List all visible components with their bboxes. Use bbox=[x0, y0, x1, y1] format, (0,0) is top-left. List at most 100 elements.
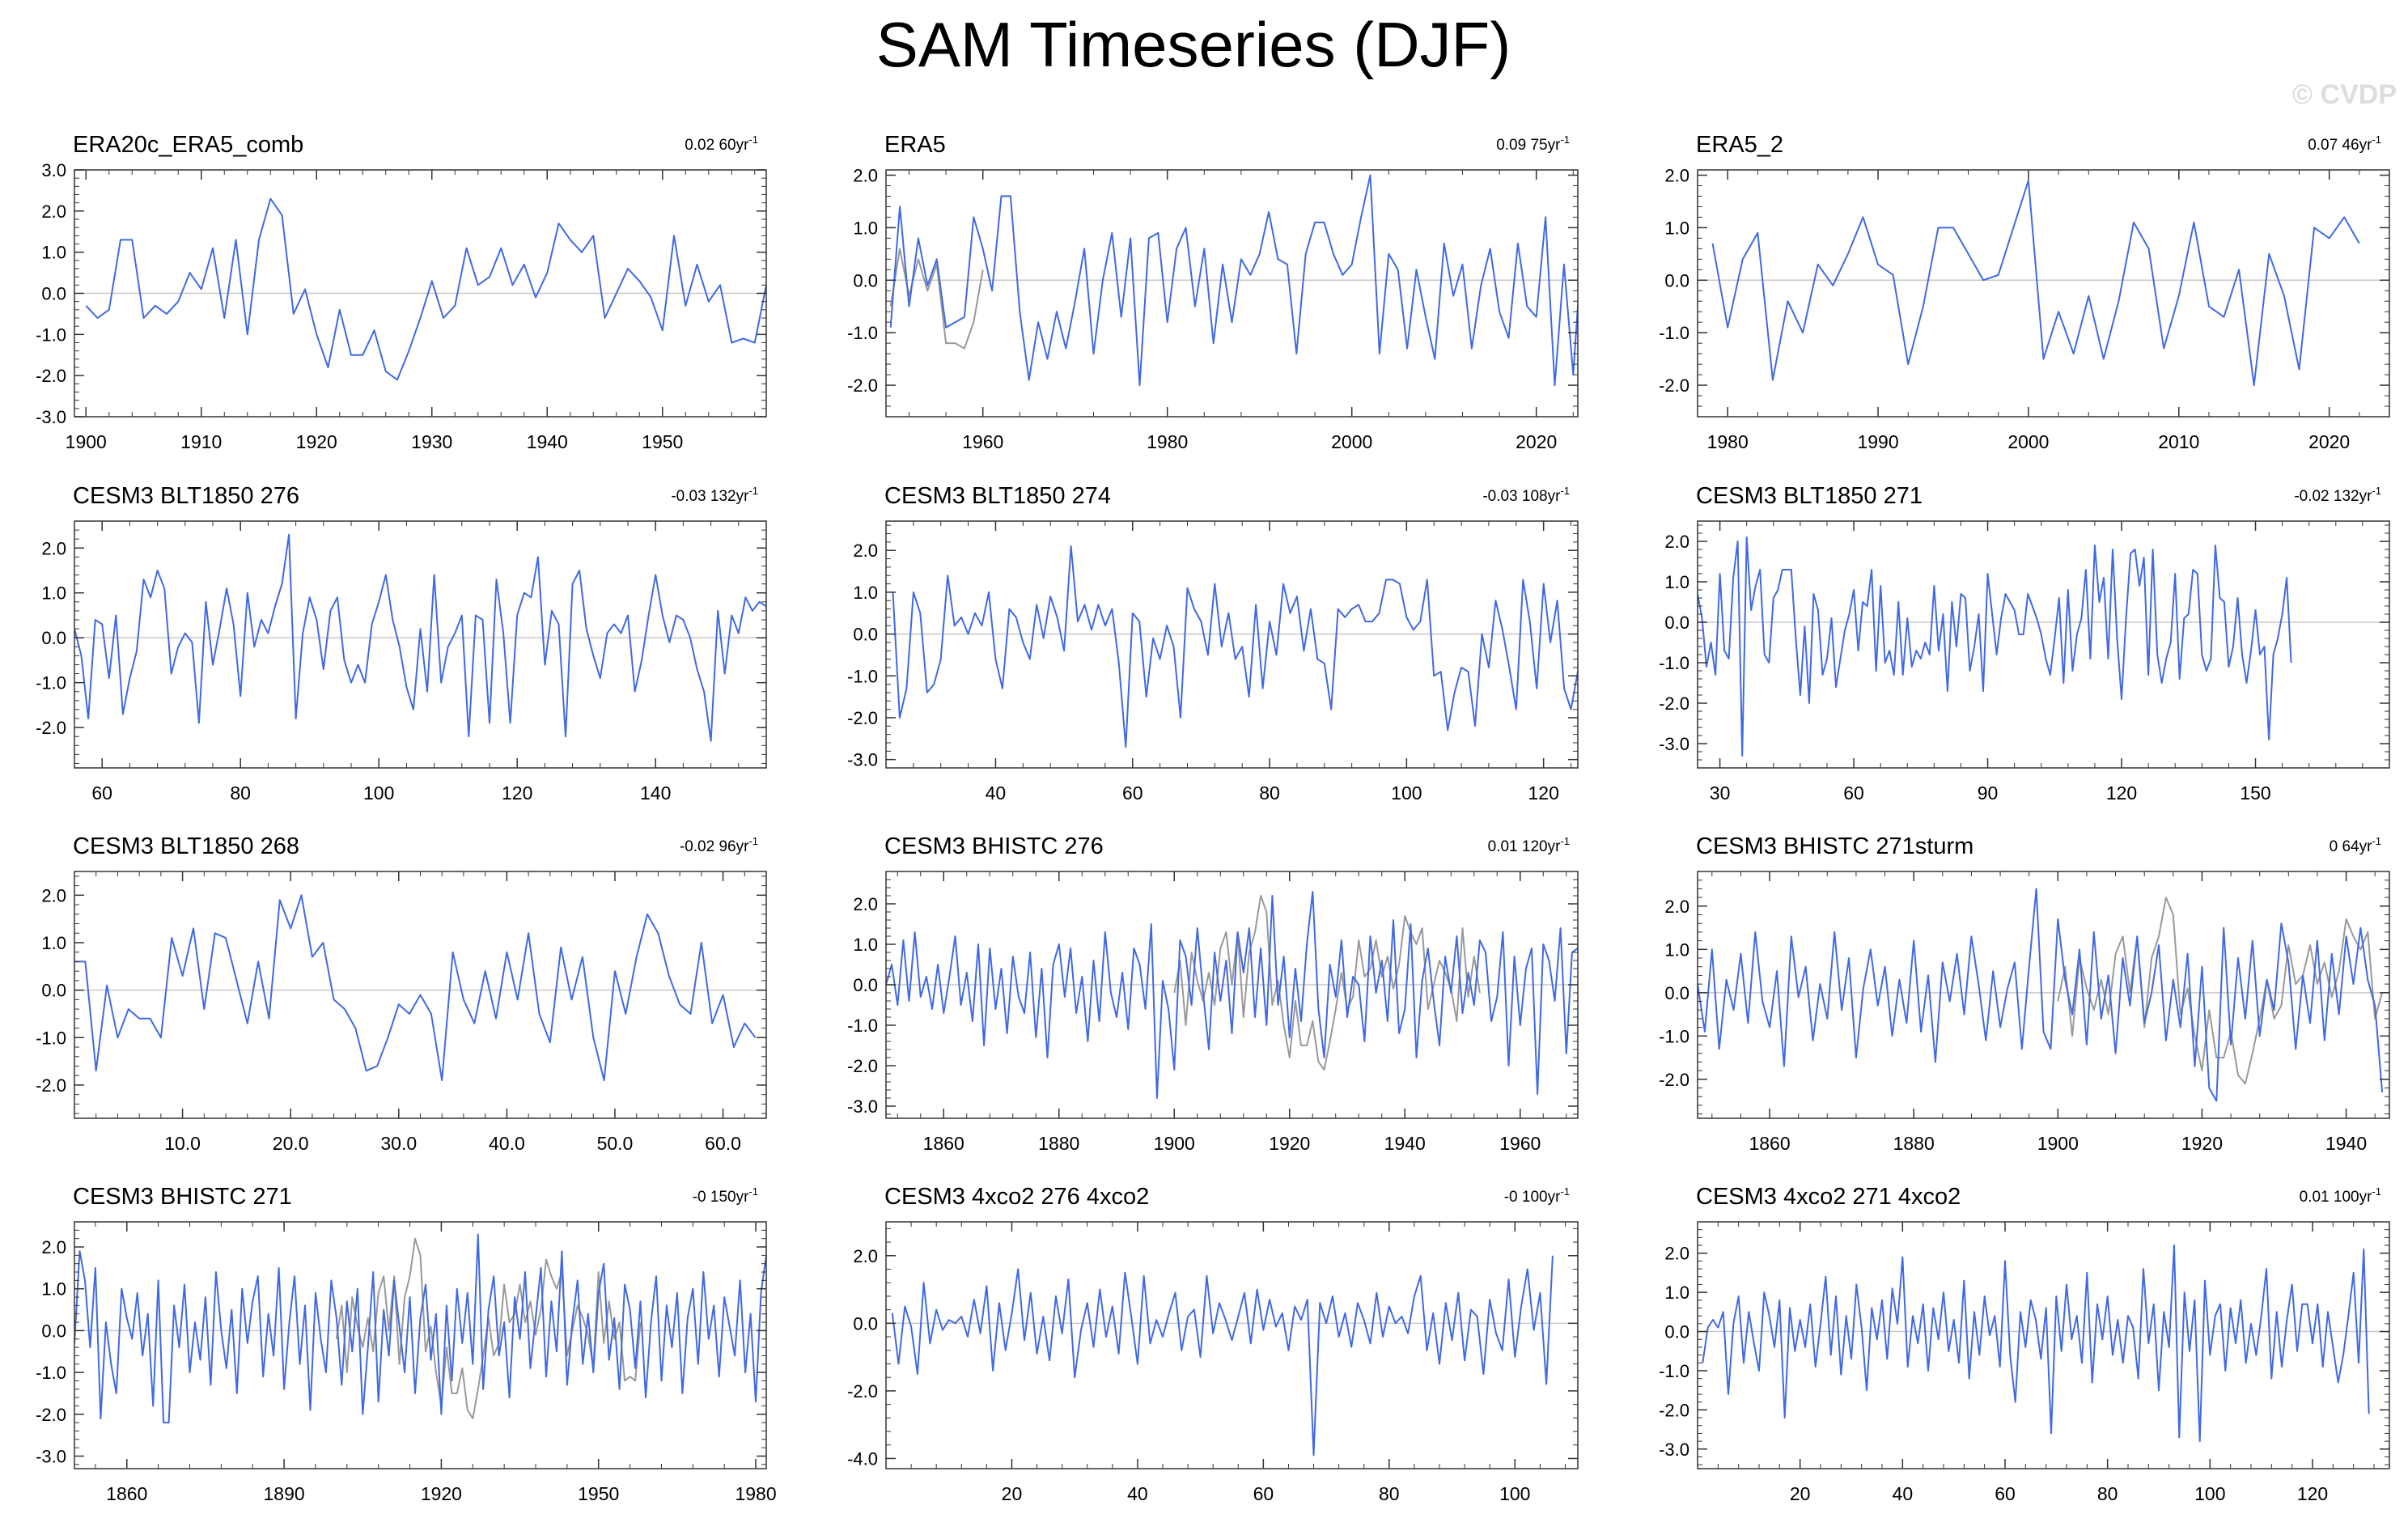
series-line-main bbox=[892, 545, 1578, 748]
x-tick-label: 60 bbox=[1995, 1483, 2016, 1504]
y-tick-label: -1.0 bbox=[36, 673, 66, 693]
x-tick-label: 20.0 bbox=[273, 1133, 309, 1154]
panel-title: CESM3 BLT1850 276 bbox=[73, 483, 299, 509]
trend-exponent: -1 bbox=[1560, 485, 1570, 497]
x-tick-label: 50.0 bbox=[597, 1133, 634, 1154]
x-tick-label: 80 bbox=[1259, 782, 1280, 804]
y-tick-label: 1.0 bbox=[853, 218, 878, 238]
chart-panel-11: CESM3 4xco2 276 4xco2 -0 100yr-1 20 40 60 80 1… bbox=[847, 1184, 1579, 1504]
y-tick-label: 0.0 bbox=[853, 270, 878, 290]
x-tick-label: 100 bbox=[363, 782, 394, 804]
y-tick-label: 2.0 bbox=[41, 885, 66, 905]
y-tick-label: 0.0 bbox=[1664, 1322, 1689, 1342]
x-tick-label: 10.0 bbox=[164, 1133, 201, 1154]
y-tick-label: -2.0 bbox=[1659, 693, 1689, 714]
trend-label: -0.02 96yr-1 bbox=[680, 835, 758, 855]
y-tick-label: 2.0 bbox=[41, 538, 66, 558]
series-line-main bbox=[74, 533, 766, 742]
trend-exponent: -1 bbox=[1560, 134, 1570, 146]
trend-exponent: -1 bbox=[1560, 835, 1570, 847]
chart-panel-9: CESM3 BHISTC 271sturm 0 64yr-1 1860 1880 190… bbox=[1659, 833, 2390, 1154]
trend-exponent: -1 bbox=[748, 1185, 758, 1198]
x-tick-label: 1980 bbox=[735, 1483, 776, 1504]
series-line-secondary bbox=[1173, 895, 1481, 1071]
plot-frame bbox=[1697, 871, 2390, 1119]
x-tick-label: 40 bbox=[986, 782, 1007, 804]
series-line-main bbox=[74, 1233, 766, 1424]
trend-exponent: -1 bbox=[748, 485, 758, 497]
x-tick-label: 2000 bbox=[2007, 431, 2049, 452]
y-tick-label: 1.0 bbox=[1664, 1283, 1689, 1303]
x-tick-label: 40 bbox=[1893, 1483, 1914, 1504]
x-tick-label: 20 bbox=[1790, 1483, 1811, 1504]
y-tick-label: -1.0 bbox=[847, 1016, 878, 1036]
x-tick-label: 1900 bbox=[2037, 1133, 2079, 1154]
panel-title: ERA5 bbox=[884, 132, 946, 158]
trend-value: -0.02 bbox=[2294, 488, 2334, 505]
trend-period: 60yr bbox=[719, 137, 749, 154]
series-line-main bbox=[1698, 536, 2292, 757]
x-tick-label: 1930 bbox=[411, 431, 452, 452]
trend-value: -0 bbox=[693, 1189, 710, 1206]
trend-value: 0.02 bbox=[685, 137, 719, 154]
y-tick-label: 1.0 bbox=[41, 933, 66, 953]
y-tick-label: -3.0 bbox=[36, 1446, 66, 1466]
y-tick-label: 3.0 bbox=[41, 160, 66, 180]
cvdp-watermark: © CVDP bbox=[2292, 79, 2397, 110]
series-line-main bbox=[889, 174, 1578, 387]
x-tick-label: 1990 bbox=[1857, 431, 1898, 452]
y-tick-label: 1.0 bbox=[853, 583, 878, 603]
x-tick-label: 1920 bbox=[421, 1483, 462, 1504]
chart-panel-1: ERA20c_ERA5_comb 0.02 60yr-1 1900 1910 1920 1… bbox=[36, 132, 767, 452]
chart-panel-2: ERA5 0.09 75yr-1 1960 1980 2000 2020 2.0 1.0 0.0… bbox=[847, 132, 1579, 452]
trend-label: 0.07 46yr-1 bbox=[2308, 134, 2381, 154]
trend-value: 0.09 bbox=[1496, 137, 1530, 154]
y-tick-label: 2.0 bbox=[1664, 165, 1689, 185]
y-tick-label: 2.0 bbox=[853, 1246, 878, 1266]
x-tick-label: 1980 bbox=[1707, 431, 1749, 452]
x-tick-label: 80 bbox=[230, 782, 251, 804]
x-tick-label: 1940 bbox=[527, 431, 568, 452]
x-tick-label: 20 bbox=[1002, 1483, 1023, 1504]
trend-label: 0.02 60yr-1 bbox=[685, 134, 758, 154]
x-tick-label: 60 bbox=[1253, 1483, 1274, 1504]
trend-label: -0.02 132yr-1 bbox=[2294, 485, 2381, 505]
y-tick-label: -2.0 bbox=[1659, 375, 1689, 396]
series-line-main bbox=[886, 891, 1578, 1099]
x-tick-label: 30.0 bbox=[380, 1133, 417, 1154]
trend-label: 0.01 100yr-1 bbox=[2300, 1185, 2381, 1206]
y-tick-label: 0.0 bbox=[853, 625, 878, 645]
y-tick-label: -1.0 bbox=[1659, 1026, 1689, 1046]
y-tick-label: -2.0 bbox=[36, 1075, 66, 1096]
y-tick-label: 0.0 bbox=[41, 628, 66, 648]
y-tick-label: -2.0 bbox=[1659, 1070, 1689, 1090]
y-tick-label: -2.0 bbox=[847, 708, 878, 728]
y-tick-label: 1.0 bbox=[1664, 218, 1689, 238]
series-line-main bbox=[1702, 1245, 2370, 1443]
x-tick-label: 120 bbox=[502, 782, 532, 804]
plot-frame bbox=[1697, 1221, 2390, 1469]
x-tick-label: 2020 bbox=[1516, 431, 1557, 452]
y-tick-label: 0.0 bbox=[41, 284, 66, 304]
panel-title: CESM3 BHISTC 271sturm bbox=[1696, 833, 1973, 859]
y-tick-label: 0.0 bbox=[853, 975, 878, 995]
series-line-main bbox=[85, 197, 766, 381]
trend-value: 0.07 bbox=[2308, 137, 2342, 154]
x-tick-label: 40 bbox=[1127, 1483, 1148, 1504]
x-tick-label: 1940 bbox=[2325, 1133, 2367, 1154]
x-tick-label: 1910 bbox=[180, 431, 222, 452]
trend-label: -0 150yr-1 bbox=[693, 1185, 758, 1206]
x-tick-label: 2000 bbox=[1331, 431, 1372, 452]
x-tick-label: 1880 bbox=[1038, 1133, 1079, 1154]
y-tick-label: -3.0 bbox=[1659, 734, 1689, 754]
panel-title: CESM3 BHISTC 276 bbox=[884, 833, 1104, 859]
y-tick-label: -1.0 bbox=[1659, 323, 1689, 343]
chart-panel-5: CESM3 BLT1850 274 -0.03 108yr-1 40 60 80 100 1… bbox=[847, 483, 1579, 804]
plot-frame bbox=[74, 1221, 767, 1469]
x-tick-label: 1950 bbox=[578, 1483, 619, 1504]
y-tick-label: 2.0 bbox=[1664, 897, 1689, 917]
x-tick-label: 60 bbox=[91, 782, 112, 804]
series-line-secondary bbox=[2057, 897, 2384, 1085]
trend-value: -0.03 bbox=[1482, 488, 1522, 505]
y-tick-label: -2.0 bbox=[847, 1381, 878, 1401]
